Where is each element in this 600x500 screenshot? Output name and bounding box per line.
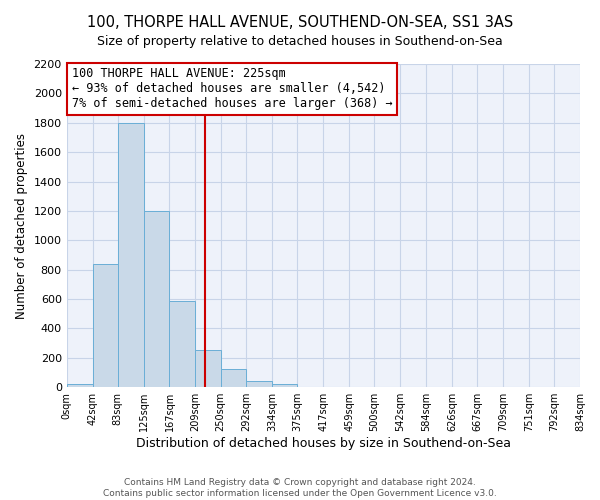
Y-axis label: Number of detached properties: Number of detached properties bbox=[15, 132, 28, 318]
Bar bbox=[196, 350, 221, 387]
X-axis label: Distribution of detached houses by size in Southend-on-Sea: Distribution of detached houses by size … bbox=[136, 437, 511, 450]
Text: Contains HM Land Registry data © Crown copyright and database right 2024.
Contai: Contains HM Land Registry data © Crown c… bbox=[103, 478, 497, 498]
Text: 100, THORPE HALL AVENUE, SOUTHEND-ON-SEA, SS1 3AS: 100, THORPE HALL AVENUE, SOUTHEND-ON-SEA… bbox=[87, 15, 513, 30]
Bar bbox=[272, 384, 298, 387]
Bar bbox=[67, 384, 92, 387]
Bar bbox=[92, 264, 118, 387]
Bar bbox=[118, 123, 143, 387]
Bar bbox=[169, 300, 196, 387]
Bar bbox=[143, 211, 169, 387]
Text: Size of property relative to detached houses in Southend-on-Sea: Size of property relative to detached ho… bbox=[97, 35, 503, 48]
Bar bbox=[221, 369, 247, 387]
Text: 100 THORPE HALL AVENUE: 225sqm
← 93% of detached houses are smaller (4,542)
7% o: 100 THORPE HALL AVENUE: 225sqm ← 93% of … bbox=[72, 67, 392, 110]
Bar bbox=[247, 380, 272, 387]
